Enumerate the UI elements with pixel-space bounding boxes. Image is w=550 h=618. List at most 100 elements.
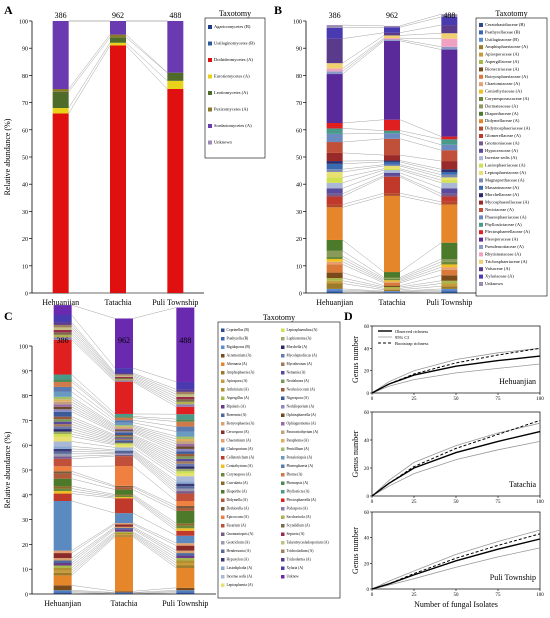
connector-line — [342, 40, 385, 75]
bar-segment-phaeosphaeria-a — [53, 386, 72, 392]
connector-line — [71, 527, 116, 561]
connector-line — [71, 386, 116, 421]
bar-segment-ophiognomonia-a — [53, 404, 72, 407]
legend-swatch-pezizomycetes-a — [208, 107, 212, 112]
legend-item-bionectriaceae-a: Bionectriaceae (A) — [485, 66, 520, 71]
bar-segment-paraphoma-a — [176, 439, 195, 442]
legend-item-plectosphaerellaceae-a: Plectosphaerellaceae (A) — [485, 229, 530, 234]
y-tick-label: 20 — [364, 467, 370, 472]
x-tick-label: 75 — [496, 500, 502, 505]
sample-size-label: 962 — [386, 11, 398, 20]
panel-a: 0 10 20 30 40 50 60 70 80 90 100 Hehuanjian 386 Tatac… — [3, 9, 266, 307]
bar-segment-corynespora-a — [176, 525, 195, 529]
bar-segment-cladosporium-a — [176, 535, 195, 544]
legend-item-pseudeurotiaceae-a: Pseudeurotiaceae (A) — [485, 244, 524, 249]
connector-line — [125, 34, 168, 73]
bar-segment-myrothecium-a — [176, 461, 195, 464]
legend-swatch-rhytismataceae-a — [479, 252, 483, 257]
bar-segment-aspergillaceae-a — [441, 280, 458, 284]
bar-segment-boeremia-a — [176, 553, 195, 556]
x-tick-label: 75 — [496, 593, 502, 598]
bar-segment-mycoleptodiscus-a — [53, 426, 72, 430]
legend-item-gnomoniaceae-a: Gnomoniaceae (A) — [485, 140, 520, 145]
bar-segment-plectosphaerellaceae-a — [326, 123, 343, 129]
bar-segment-mycoleptodiscus-a — [176, 463, 195, 467]
bar-segment-epicoccum-a — [53, 466, 72, 472]
connector-line — [132, 444, 177, 474]
legend-item-bipolaris-a: Bipolaris (A) — [227, 405, 247, 409]
bar-segment-ceratobasidiaceae-b — [384, 292, 400, 293]
legend-item-alternaria-a: Alternaria (A) — [227, 362, 248, 366]
connector-line — [399, 119, 442, 137]
legend-item-penicillium-a: Penicillium (A) — [287, 447, 310, 451]
bar-segment-psathyrellaceae-b — [384, 291, 400, 293]
category-label: Tatachia — [111, 599, 138, 608]
connector-line — [399, 290, 442, 292]
bar-segment-acremonium-a — [176, 587, 195, 591]
bar-segment-trichosphaeriaceae-a — [384, 35, 400, 39]
panel-label-d: D — [344, 309, 353, 323]
y-tick-label: 10 — [22, 264, 28, 270]
sample-size-label: 962 — [112, 11, 124, 20]
connector-line — [71, 451, 116, 453]
connector-line — [71, 590, 116, 593]
bar-segment-talaromycesladosporium-a — [115, 375, 133, 377]
connector-line — [399, 288, 442, 292]
legend-swatch-xylaria-a — [281, 566, 285, 570]
bar-segment-ustilaginaceae-b — [441, 288, 458, 291]
bar-segment-phoma-a — [53, 381, 72, 387]
bar-segment-phyllostictaceae-a — [326, 128, 343, 134]
connector-line — [399, 286, 442, 290]
bar-segment-cercospora-a — [176, 545, 195, 551]
legend-item-pleosporaceae-a: Pleosporaceae (A) — [485, 237, 519, 242]
bar-segment-apiosporaceae-a — [384, 288, 400, 290]
connector-line — [399, 164, 442, 175]
connector-line — [71, 591, 116, 594]
bar-segment-curvularia-a — [176, 523, 195, 526]
bar-segment-corynesporascaceae-a — [326, 256, 343, 259]
bar-segment-paraconiothyrium-a — [53, 401, 72, 405]
bar-segment-psathyrella-b — [176, 591, 195, 593]
legend-swatch-morchella-a — [281, 345, 285, 349]
connector-line — [132, 452, 177, 487]
connector-line — [399, 24, 442, 33]
bar-segment-dermateaceae-a — [326, 250, 343, 257]
connector-line — [399, 261, 442, 280]
ci-high-line — [371, 422, 541, 497]
connector-line — [71, 493, 116, 499]
connector-line — [132, 376, 177, 398]
y-tick-label: 40 — [364, 439, 370, 444]
connector-line — [342, 291, 385, 293]
bar-segment-pleosporaceae-a — [441, 49, 458, 137]
bar-segment-pleosporaceae-a — [326, 74, 343, 123]
legend-item-scytalidium-a: Scytalidium (A) — [287, 524, 311, 528]
connector-line — [342, 175, 385, 194]
bar-segment-valsaceae-a — [326, 38, 343, 64]
sample-size-label: 386 — [329, 11, 341, 20]
category-label: Tatachia — [105, 298, 132, 307]
legend-swatch-phaeosphaeria-a — [281, 464, 285, 468]
bar-segment-pestalotiopsis-a — [53, 391, 72, 397]
bar-segment-septoria-a — [115, 376, 133, 378]
connector-line — [132, 590, 177, 593]
bar-segment-plectosphaerella-a — [115, 381, 133, 414]
bar-segment-valsaceae-a — [384, 32, 400, 36]
legend-swatch-rigidoporus-b — [221, 345, 225, 349]
connector-line — [132, 431, 177, 450]
legend-item-chaetomium-a: Chaetomium (A) — [227, 439, 252, 443]
bar-segment-gnomoniaceae-a — [326, 193, 343, 197]
bar-segment-unknow — [53, 305, 72, 315]
legend-item-trichoderma-a: Trichoderma (A) — [287, 558, 312, 562]
connector-line — [71, 436, 116, 446]
legend-swatch-podospora-a — [281, 507, 285, 511]
connector-line — [132, 436, 177, 457]
connector-line — [132, 428, 177, 445]
y-tick-label: 100 — [19, 345, 28, 351]
legend-item-amphisphaeriaceae-a: Amphisphaeriaceae (A) — [485, 44, 528, 49]
connector-line — [342, 27, 385, 28]
y-tick-label: 10 — [22, 568, 28, 574]
connector-line — [342, 264, 385, 284]
connector-line — [68, 34, 111, 90]
y-tick-label: 50 — [22, 156, 28, 162]
bar-segment-unknow — [176, 307, 195, 382]
